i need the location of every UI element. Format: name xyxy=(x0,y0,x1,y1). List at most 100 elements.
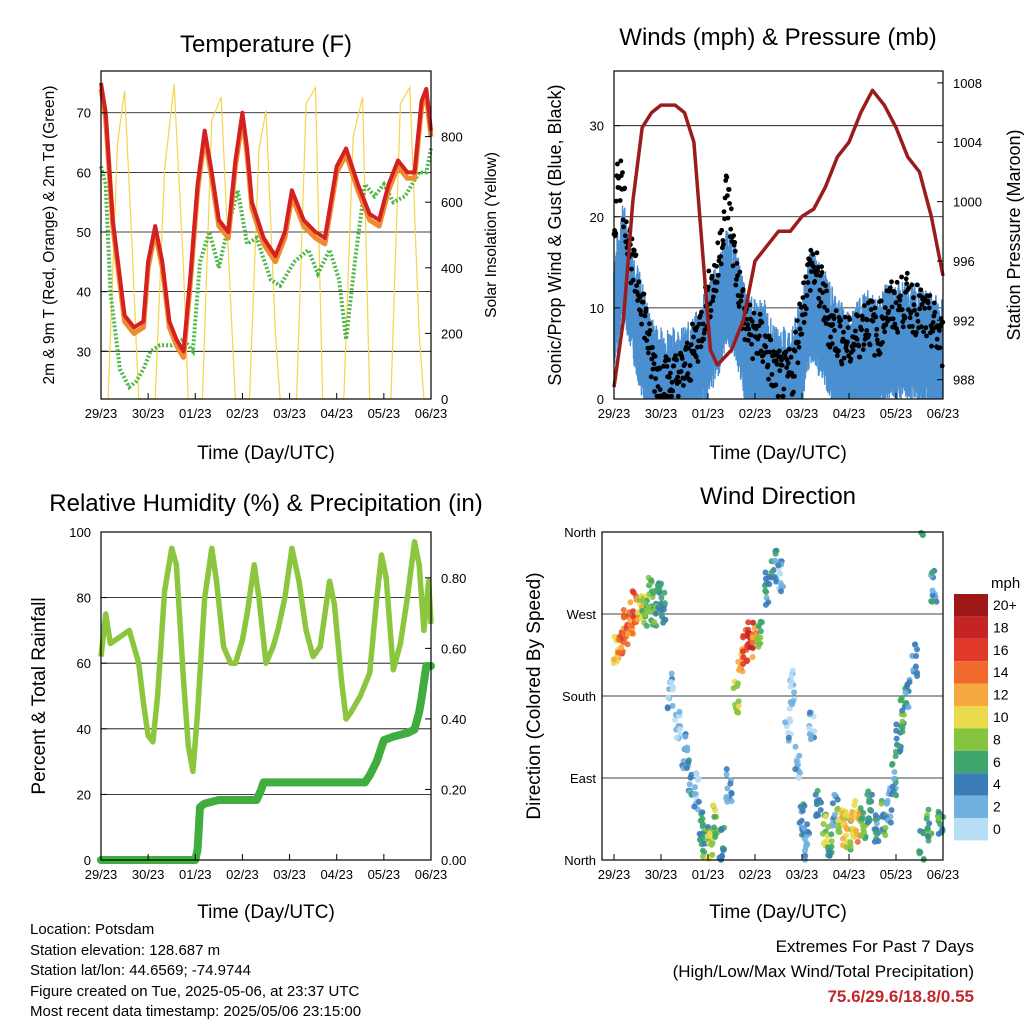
wind-direction-panel: Wind Direction NorthEastSouthWestNorth29… xyxy=(524,483,959,923)
wind-gust-point xyxy=(862,303,867,308)
wind-gust-point xyxy=(816,295,822,301)
wind-direction-point xyxy=(699,821,706,828)
wind-gust-point xyxy=(633,252,639,258)
wind-direction-point xyxy=(701,840,708,847)
wind-gust-point xyxy=(892,321,898,327)
wind-gust-point xyxy=(791,389,796,395)
wind-gust-point xyxy=(691,334,696,340)
wind-gust-point xyxy=(749,318,755,324)
speed-legend-label: 16 xyxy=(993,642,1009,658)
wind-gust-point xyxy=(848,356,854,362)
speed-legend-label: 8 xyxy=(993,731,1001,747)
wind-gust-point xyxy=(652,353,658,359)
wind-gust-point xyxy=(620,170,625,176)
wind-direction-point xyxy=(723,771,730,778)
wind-direction-point xyxy=(740,634,747,641)
wind-gust-point xyxy=(872,305,878,311)
total-precipitation-line xyxy=(97,662,435,864)
wind-direction-point xyxy=(786,705,793,712)
wind-gust-point xyxy=(828,334,833,340)
temperature-2m-line xyxy=(99,82,433,354)
wind-direction-point xyxy=(916,850,923,857)
wind-direction-point xyxy=(700,853,706,860)
wind-direction-point xyxy=(739,648,746,655)
wind-gust-point xyxy=(678,369,684,374)
wind-direction-point xyxy=(653,587,660,594)
wind-direction-point xyxy=(763,594,770,601)
pressure-y-label-right: Station Pressure (Maroon) xyxy=(1004,129,1024,340)
wind-direction-point xyxy=(777,570,784,577)
wind-direction-point xyxy=(843,824,850,831)
wind-gust-point xyxy=(726,187,732,192)
precip-y-tick-label-right: 0.40 xyxy=(441,712,466,727)
wind-gust-point xyxy=(776,348,782,354)
wind-direction-point xyxy=(926,820,933,827)
speed-legend-swatch xyxy=(954,750,988,774)
wind-gust-point xyxy=(926,305,932,311)
wind-gust-point xyxy=(845,325,851,331)
wind-direction-point xyxy=(864,819,871,826)
dewpoint-2m-line xyxy=(99,148,433,391)
wind-direction-point xyxy=(891,775,898,782)
wind-gust-point xyxy=(930,328,936,334)
wind-gust-point xyxy=(911,295,916,301)
wind-gust-point xyxy=(710,294,716,300)
recent-timestamp: Most recent data timestamp: 2025/05/06 2… xyxy=(30,1003,362,1020)
wind-gust-point xyxy=(774,358,779,363)
wind-gust-point xyxy=(784,365,789,370)
wind-gust-point xyxy=(745,322,751,328)
wind-direction-point xyxy=(672,717,679,723)
wind-direction-point xyxy=(754,636,761,643)
wind-gust-point xyxy=(727,201,732,206)
wind-gust-point xyxy=(833,308,839,314)
wind-gust-point xyxy=(639,321,644,327)
wind-direction-point xyxy=(937,821,944,828)
wind-gust-point xyxy=(859,327,864,333)
wind-gust-point xyxy=(785,360,791,366)
wind-direction-point xyxy=(749,654,756,660)
wind-direction-point xyxy=(683,746,689,753)
wind-gust-point xyxy=(860,347,866,352)
wind-gust-point xyxy=(934,336,940,342)
wind-gust-point xyxy=(618,158,624,164)
wind-direction-point xyxy=(641,611,648,618)
wind-direction-point xyxy=(691,803,698,810)
humidity-x-tick-label: 05/23 xyxy=(368,867,401,882)
wind-direction-point xyxy=(747,644,754,651)
wind-direction-point xyxy=(906,679,913,686)
wind-direction-point xyxy=(708,841,715,848)
wind-gust-point xyxy=(891,290,897,296)
wind-gust-point xyxy=(864,328,870,333)
humidity-x-tick-label: 30/23 xyxy=(132,867,165,882)
wind-x-tick-label: 29/23 xyxy=(598,406,631,421)
wind-direction-point xyxy=(787,683,794,690)
wind-gust-point xyxy=(725,215,731,221)
wind-gust-point xyxy=(621,224,626,230)
wind-direction-point xyxy=(757,628,764,635)
wind-direction-point xyxy=(682,733,689,740)
wind-gust-point xyxy=(797,326,803,332)
wind-gust-point xyxy=(700,321,706,327)
wind-direction-point xyxy=(683,765,690,771)
wind-gust-point xyxy=(777,368,783,374)
wind-gust-point xyxy=(795,360,801,366)
wind-gust-point xyxy=(816,303,822,309)
wind-gust-point xyxy=(759,320,765,325)
wind-gust-point xyxy=(882,305,888,311)
temperature-x-tick-label: 01/23 xyxy=(179,406,212,421)
wind-x-tick-label: 02/23 xyxy=(739,406,772,421)
wind-direction-point xyxy=(840,835,846,842)
wind-gust-point xyxy=(714,263,719,269)
wind-direction-point xyxy=(872,812,879,819)
direction-x-tick-label: 06/23 xyxy=(927,867,960,882)
wind-x-tick-label: 06/23 xyxy=(927,406,960,421)
precip-y-tick-label-right: 0.60 xyxy=(441,641,466,656)
temperature-y-tick-label: 40 xyxy=(77,285,91,300)
wind-direction-point xyxy=(804,828,811,835)
wind-direction-point xyxy=(720,847,727,854)
figure-created: Figure created on Tue, 2025-05-06, at 23… xyxy=(30,982,360,1000)
wind-gust-point xyxy=(732,240,738,245)
wind-direction-point xyxy=(857,805,864,812)
wind-gust-point xyxy=(830,322,836,327)
wind-gust-point xyxy=(844,348,850,354)
